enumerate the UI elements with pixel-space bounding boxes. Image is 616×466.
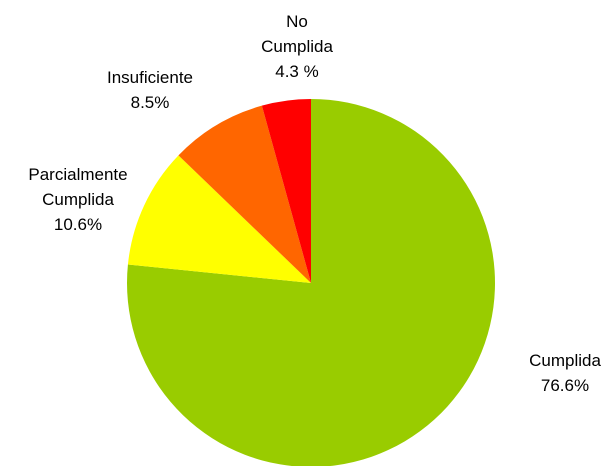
- slice-label-cumplida: Cumplida 76.6%: [529, 351, 601, 395]
- pie-slice-no-cumplida: [261, 99, 311, 283]
- slice-label-insuficiente: Insuficiente 8.5%: [107, 68, 193, 112]
- pie-labels: Cumplida 76.6% Parcialmente Cumplida 10.6% In…: [28, 12, 601, 395]
- pie-slices: [127, 99, 495, 466]
- slice-value-label: 10.6%: [54, 215, 102, 234]
- pie-slice-parcialmente-cumplida: [127, 155, 312, 283]
- pie-slice-insuficiente: [178, 105, 311, 283]
- slice-category-label: No: [286, 12, 308, 31]
- slice-label-parcialmente-cumplida: Parcialmente Cumplida 10.6%: [28, 165, 127, 234]
- slice-category-label: Cumplida: [529, 351, 601, 370]
- pie-slice-cumplida: [127, 99, 495, 466]
- slice-category-label: Cumplida: [42, 190, 114, 209]
- slice-value-label: 8.5%: [131, 93, 170, 112]
- slice-category-label: Cumplida: [261, 37, 333, 56]
- slice-value-label: 76.6%: [541, 376, 589, 395]
- slice-category-label: Insuficiente: [107, 68, 193, 87]
- slice-value-label: 4.3 %: [275, 62, 318, 81]
- slice-label-no-cumplida: No Cumplida 4.3 %: [261, 12, 333, 81]
- slice-category-label: Parcialmente: [28, 165, 127, 184]
